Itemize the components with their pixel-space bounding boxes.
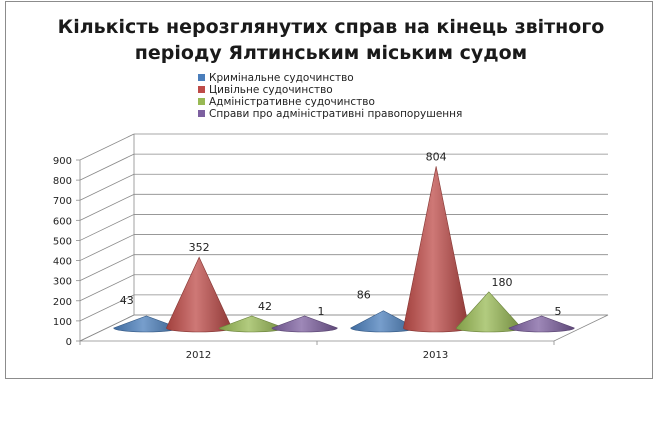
y-tick-label: 400 [53, 257, 72, 268]
chart-walls [79, 133, 609, 342]
y-tick-label: 200 [53, 297, 72, 308]
x-axis: 2012 2013 [79, 341, 555, 361]
gridline-side [79, 153, 135, 181]
data-label: 43 [120, 294, 134, 307]
legend-swatch [198, 110, 205, 117]
legend-label: Кримінальне судочинство [209, 72, 354, 84]
data-label: 42 [258, 300, 272, 313]
y-axis: 0 100 200 300 400 500 600 700 800 900 [53, 156, 80, 348]
legend-swatch [198, 74, 205, 81]
y-tick-label: 300 [53, 277, 72, 288]
cone-цивільне-2013 [403, 166, 470, 333]
y-tick-label: 700 [53, 196, 72, 207]
cone-адміністративне-2013 [455, 291, 522, 333]
y-tick-label: 900 [53, 156, 72, 167]
chart-title-line-2: періоду Ялтинським міським судом [134, 42, 528, 64]
gridline-side [79, 133, 135, 161]
x-tick-label: 2013 [423, 350, 448, 361]
y-tick-label: 100 [53, 317, 72, 328]
y-tick-label: 0 [66, 337, 72, 348]
legend-swatch [198, 86, 205, 93]
chart-frame [5, 1, 653, 379]
y-tick-label: 800 [53, 176, 72, 187]
gridline-side [79, 214, 135, 241]
cone-справи-2013 [508, 315, 575, 333]
y-tick-label: 500 [53, 236, 72, 247]
gridline-side [79, 234, 135, 261]
chart-title: Кількість нерозглянутих справ на кінець … [0, 14, 662, 66]
gridline-side [79, 193, 135, 221]
data-label: 86 [357, 289, 371, 302]
gridline-side [79, 254, 135, 282]
data-label: 352 [189, 241, 210, 254]
legend-label: Цивільне судочинство [209, 84, 333, 96]
data-label: 180 [491, 276, 512, 289]
gridline-side [79, 294, 135, 322]
data-label: 804 [426, 150, 447, 163]
legend-swatch [198, 98, 205, 105]
data-label: 5 [554, 305, 561, 318]
legend-label: Справи про адміністративні правопорушенн… [209, 108, 462, 120]
chart-title-line-1: Кількість нерозглянутих справ на кінець … [57, 16, 605, 38]
chart-marks [113, 166, 575, 333]
gridline-side [79, 173, 135, 201]
floor [79, 314, 609, 342]
legend-label: Адміністративне судочинство [209, 96, 375, 108]
data-labels: 43 352 42 1 86 804 180 5 [120, 150, 562, 318]
y-tick-label: 600 [53, 216, 72, 227]
data-label: 1 [317, 305, 324, 318]
cone-справи-2012 [271, 315, 338, 333]
gridline-side [79, 274, 135, 302]
x-tick-label: 2012 [186, 350, 211, 361]
